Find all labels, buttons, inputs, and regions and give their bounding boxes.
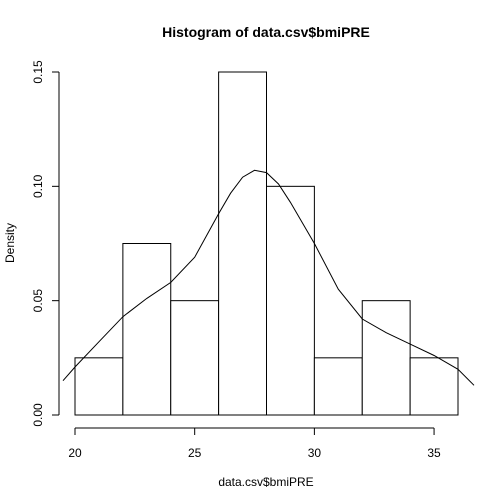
histogram-bars xyxy=(74,71,459,416)
x-tick-label-1: 25 xyxy=(188,446,202,460)
density-curve xyxy=(62,169,475,386)
y-axis-ticks: 0.00 0.05 0.10 0.15 xyxy=(31,60,59,427)
x-axis-label: data.csv$bmiPRE xyxy=(218,475,313,489)
x-tick-label-0: 20 xyxy=(68,446,82,460)
chart-title: Histogram of data.csv$bmiPRE xyxy=(162,24,370,40)
y-tick-label-1: 0.05 xyxy=(31,289,45,313)
histogram-bar-4 xyxy=(266,185,315,416)
y-tick-label-3: 0.15 xyxy=(31,60,45,84)
histogram-bar-0 xyxy=(74,357,124,416)
y-axis-label: Density xyxy=(3,223,17,263)
x-tick-label-3: 35 xyxy=(427,446,441,460)
histogram-bar-1 xyxy=(122,243,172,416)
histogram-bar-3 xyxy=(218,71,267,416)
histogram-bar-6 xyxy=(361,300,411,416)
x-axis-ticks: 20 25 30 35 xyxy=(68,428,441,460)
histogram-bar-2 xyxy=(170,300,220,416)
histogram-bar-5 xyxy=(313,357,363,416)
y-tick-label-2: 0.10 xyxy=(31,174,45,198)
x-tick-label-2: 30 xyxy=(308,446,322,460)
histogram-bar-7 xyxy=(409,357,459,416)
y-tick-label-0: 0.00 xyxy=(31,403,45,427)
